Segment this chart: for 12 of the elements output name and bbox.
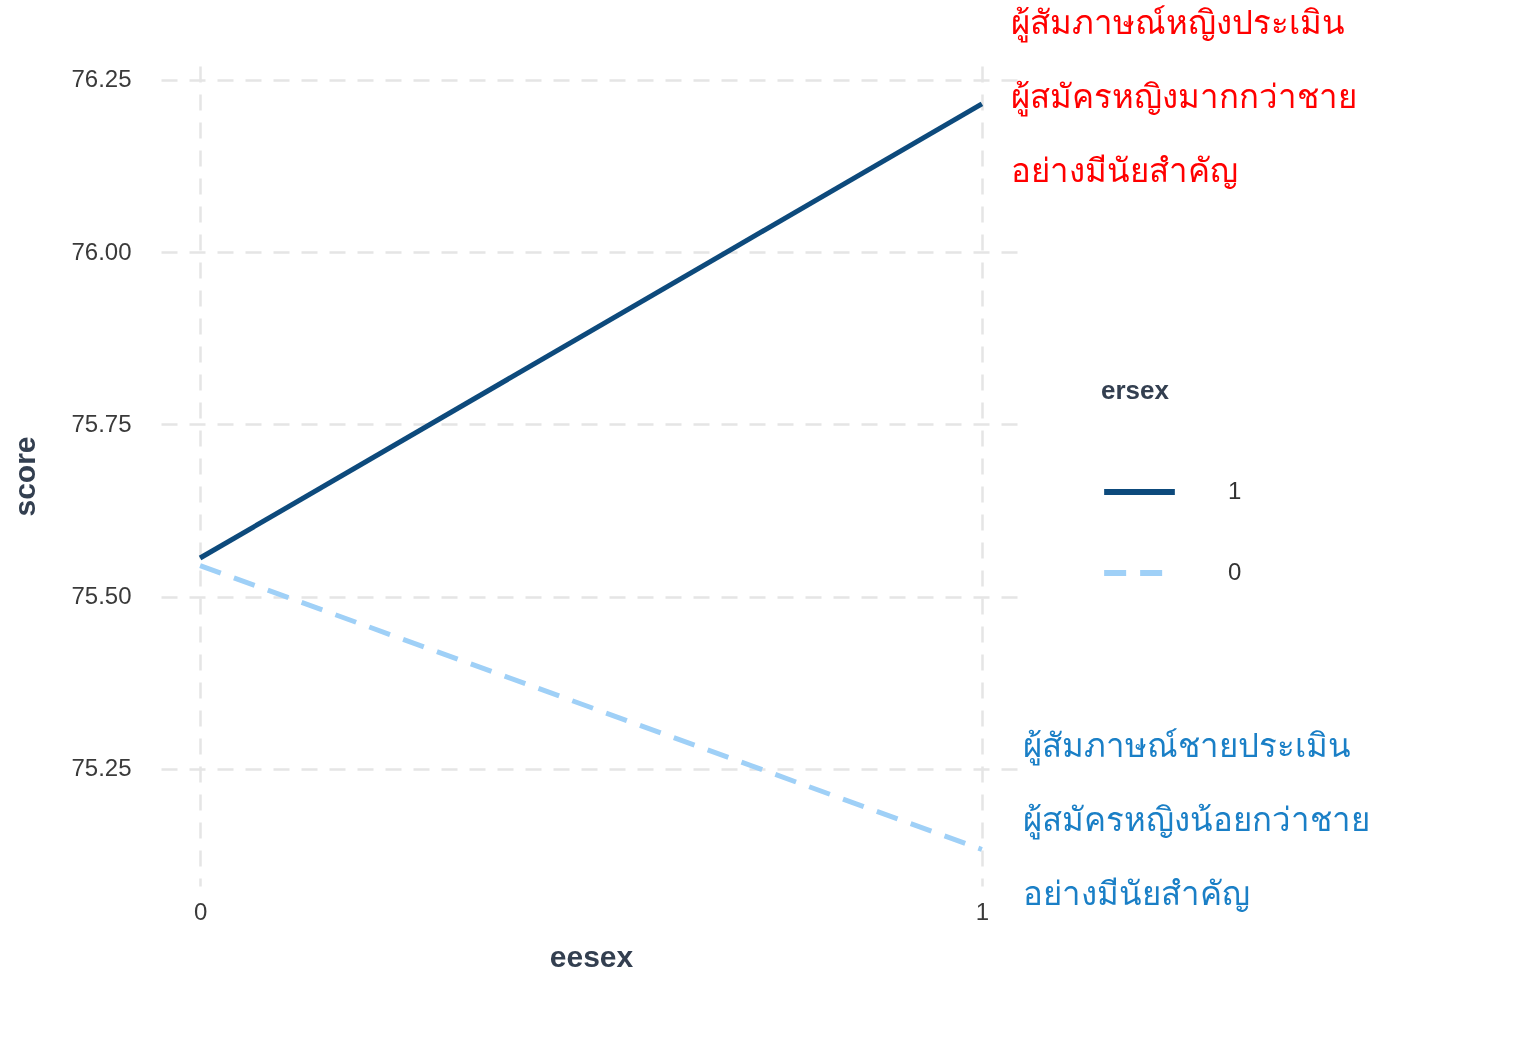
annotation: ผู้สัมภาษณ์หญิงประเมิน ผู้สมัครหญิงมากกว่าชาย อย่างมีนัยสำคัญ xyxy=(1011,3,1357,190)
y-axis-title: score xyxy=(8,436,42,517)
y-tick-label: 75.50 xyxy=(71,582,132,610)
legend-label: 1 xyxy=(1228,477,1242,505)
x-axis-title: eesex xyxy=(549,939,634,973)
y-tick-label: 75.75 xyxy=(71,409,132,437)
legend-title: ersex xyxy=(1101,374,1170,405)
y-tick-label: 76.25 xyxy=(71,65,132,93)
y-tick-label: 75.25 xyxy=(71,754,132,782)
text: ผู้สัมภาษณ์ชายประเมิน ผู้สมัครหญิงน้อยกว่าชาย อย่างมีนัยสำคัญ xyxy=(1023,726,1370,913)
y-tick-label: 76.00 xyxy=(71,237,132,265)
legend-label: 0 xyxy=(1228,558,1242,586)
